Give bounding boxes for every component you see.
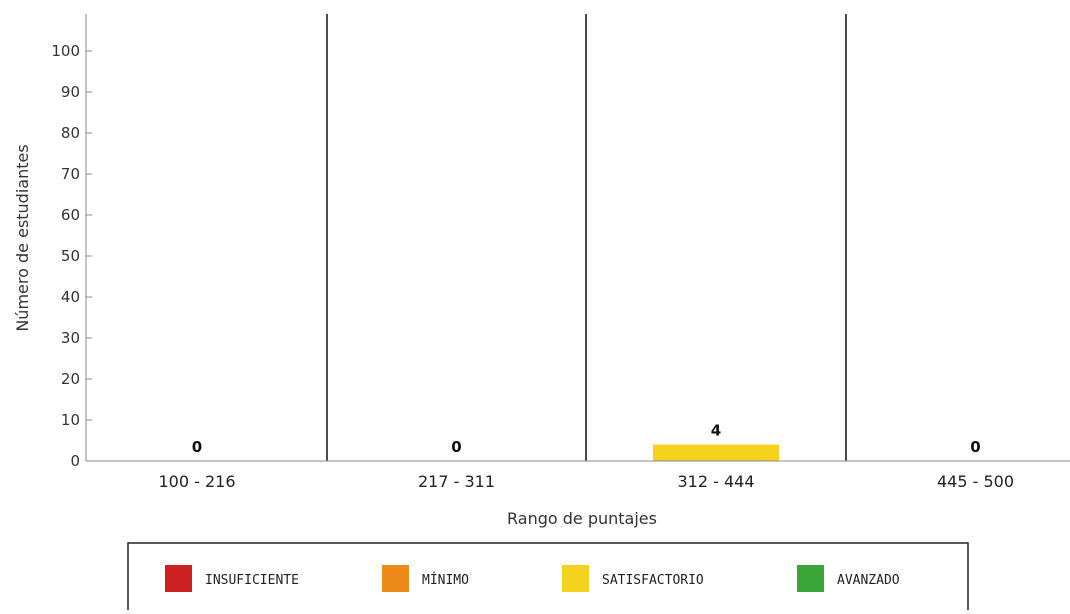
legend-swatch xyxy=(797,565,824,592)
y-tick-label: 30 xyxy=(61,329,80,347)
data-labels: 0 0 4 0 xyxy=(192,422,981,456)
y-tick-label: 100 xyxy=(51,42,80,60)
x-tick-label: 217 - 311 xyxy=(418,472,495,491)
y-axis: 0 10 20 30 40 50 60 70 80 90 100 xyxy=(51,14,92,470)
data-label: 4 xyxy=(711,422,721,440)
legend-swatch xyxy=(165,565,192,592)
y-tick-label: 20 xyxy=(61,370,80,388)
x-tick-label: 100 - 216 xyxy=(158,472,235,491)
legend-label: SATISFACTORIO xyxy=(602,573,704,588)
y-tick-label: 90 xyxy=(61,83,80,101)
legend-label: MÍNIMO xyxy=(422,572,469,588)
data-label: 0 xyxy=(192,438,202,456)
data-label: 0 xyxy=(970,438,980,456)
data-label: 0 xyxy=(451,438,461,456)
legend-item: MÍNIMO xyxy=(382,565,469,592)
x-axis-title: Rango de puntajes xyxy=(507,509,657,528)
y-tick-label: 60 xyxy=(61,206,80,224)
legend-swatch xyxy=(382,565,409,592)
y-axis-title: Número de estudiantes xyxy=(13,144,32,331)
legend-item: SATISFACTORIO xyxy=(562,565,704,592)
legend-frame xyxy=(127,542,969,614)
y-tick-label: 10 xyxy=(61,411,80,429)
x-axis: 100 - 216 217 - 311 312 - 444 445 - 500 xyxy=(86,460,1070,491)
y-tick-label: 70 xyxy=(61,165,80,183)
legend-item: AVANZADO xyxy=(797,565,900,592)
y-tick-label: 50 xyxy=(61,247,80,265)
x-tick-label: 312 - 444 xyxy=(677,472,754,491)
y-tick-label: 0 xyxy=(70,452,80,470)
x-tick-label: 445 - 500 xyxy=(937,472,1014,491)
bars xyxy=(653,444,779,461)
legend: INSUFICIENTE MÍNIMO SATISFACTORIO AVANZADO xyxy=(127,542,969,614)
bar xyxy=(653,444,779,461)
legend-label: INSUFICIENTE xyxy=(205,573,299,588)
y-tick-label: 80 xyxy=(61,124,80,142)
category-dividers xyxy=(326,14,847,461)
legend-item: INSUFICIENTE xyxy=(165,565,299,592)
legend-swatch xyxy=(562,565,589,592)
legend-label: AVANZADO xyxy=(837,573,900,588)
y-tick-label: 40 xyxy=(61,288,80,306)
